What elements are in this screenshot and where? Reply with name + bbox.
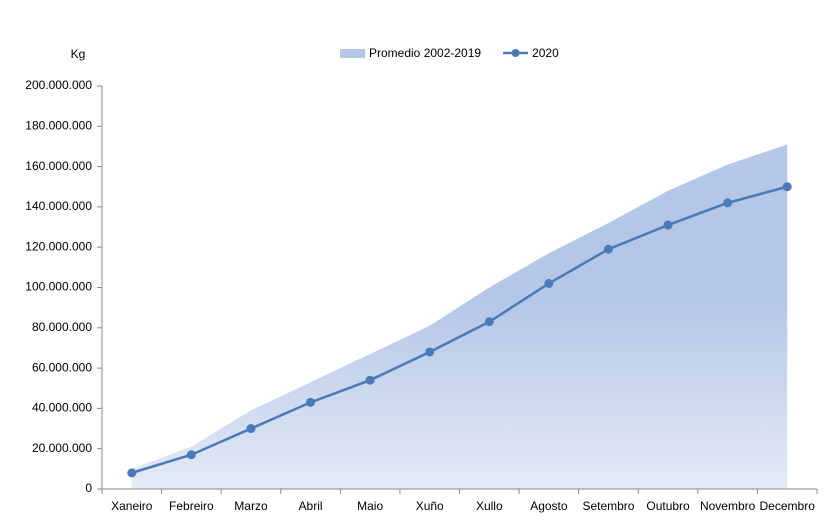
y-tick-label: 120.000.000 bbox=[25, 239, 92, 253]
line bbox=[131, 185, 788, 475]
marker bbox=[306, 397, 316, 407]
marker bbox=[544, 278, 554, 288]
marker bbox=[723, 198, 733, 208]
y-tick-label: 20.000.000 bbox=[32, 441, 92, 455]
y-tick-label: 140.000.000 bbox=[25, 199, 92, 213]
x-tick-label: Xullo bbox=[476, 499, 503, 513]
legend-label: 2020 bbox=[532, 46, 559, 60]
x-tick-label: Febreiro bbox=[169, 499, 214, 513]
x-tick-label: Novembro bbox=[700, 499, 756, 513]
x-tick-label: Marzo bbox=[234, 499, 268, 513]
y-tick-label: 100.000.000 bbox=[25, 280, 92, 294]
marker bbox=[246, 424, 256, 434]
y-tick-label: 160.000.000 bbox=[25, 159, 92, 173]
x-tick-label: Xaneiro bbox=[111, 499, 153, 513]
marker bbox=[663, 220, 673, 230]
marker bbox=[782, 182, 792, 192]
legend-swatch bbox=[511, 49, 520, 57]
y-tick-label: 60.000.000 bbox=[32, 360, 92, 374]
y-tick-label: 180.000.000 bbox=[25, 118, 92, 132]
x-tick-label: Agosto bbox=[530, 499, 568, 513]
y-tick-label: 80.000.000 bbox=[32, 320, 92, 334]
x-tick-label: Setembro bbox=[582, 499, 634, 513]
x-tick-label: Outubro bbox=[646, 499, 690, 513]
marker bbox=[484, 317, 494, 327]
marker bbox=[425, 347, 435, 357]
marker bbox=[365, 375, 375, 385]
x-tick-label: Abril bbox=[299, 499, 323, 513]
x-tick-label: Xuño bbox=[416, 499, 444, 513]
marker bbox=[186, 450, 196, 460]
y-tick-label: 200.000.000 bbox=[25, 78, 92, 92]
legend-swatch bbox=[340, 49, 365, 58]
legend-label: Promedio 2002-2019 bbox=[369, 46, 481, 60]
x-tick-label: Maio bbox=[357, 499, 383, 513]
y-axis-label: Kg bbox=[71, 47, 86, 61]
marker bbox=[127, 468, 137, 478]
y-tick-label: 40.000.000 bbox=[32, 401, 92, 415]
y-tick-label: 0 bbox=[85, 481, 92, 495]
area bbox=[131, 144, 788, 489]
marker bbox=[603, 244, 613, 254]
x-tick-label: Decembro bbox=[760, 499, 816, 513]
